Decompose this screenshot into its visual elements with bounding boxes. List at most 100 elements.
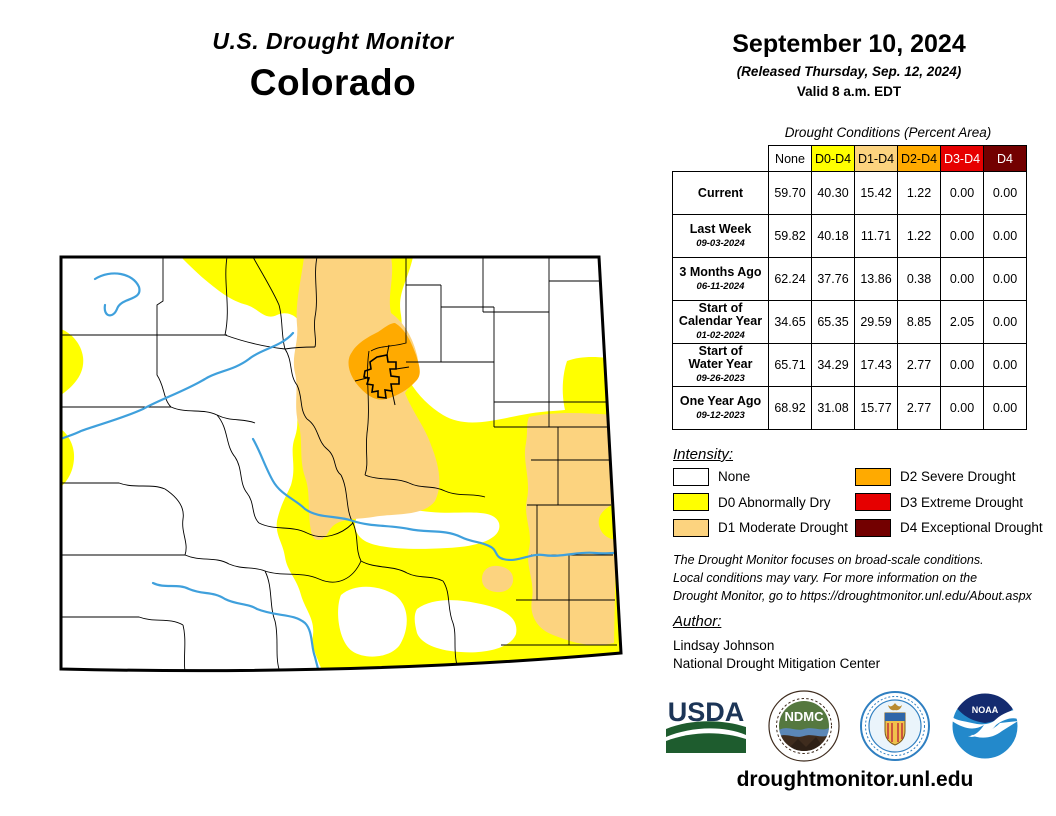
row-date: 06-11-2024 xyxy=(696,280,745,292)
percent-area-value: 40.30 xyxy=(811,171,855,215)
column-header-d4: D4 xyxy=(983,145,1027,172)
percent-area-value: 40.18 xyxy=(811,214,855,258)
noaa-inner xyxy=(952,693,1018,759)
legend-item: D2 Severe Drought xyxy=(855,467,1043,486)
percent-area-value: 0.00 xyxy=(940,257,984,301)
legend-label: D3 Extreme Drought xyxy=(900,494,1024,510)
legend-label: D1 Moderate Drought xyxy=(718,520,848,535)
row-date: 01-02-2024 xyxy=(696,330,745,341)
denver-metro-boundaries xyxy=(354,344,410,406)
percent-area-value: 0.00 xyxy=(983,300,1027,344)
noaa-logo-text: NOAA xyxy=(972,705,999,715)
legend-heading: Intensity: xyxy=(673,446,734,463)
table-row: Start of Calendar Year 01-02-2024 34.65 65.3… xyxy=(672,300,1027,344)
column-header-d0-d4: D0-D4 xyxy=(811,145,855,172)
footer-url: droughtmonitor.unl.edu xyxy=(736,768,974,791)
table-row: Current 59.70 40.30 15.42 1.22 0.00 0.00 xyxy=(672,171,1027,215)
percent-area-value: 2.77 xyxy=(897,386,941,430)
table-row: 3 Months Ago 06-11-2024 62.24 37.76 13.86 0.3… xyxy=(672,257,1027,301)
map-date: September 10, 2024 xyxy=(732,30,966,58)
legend-item: D0 Abnormally Dry xyxy=(673,493,848,512)
row-label: Last Week 09-03-2024 xyxy=(672,214,769,258)
percent-area-value: 37.76 xyxy=(811,257,855,301)
column-header-d3-d4: D3-D4 xyxy=(940,145,984,172)
column-header-d2-d4: D2-D4 xyxy=(897,145,941,172)
column-header-d1-d4: D1-D4 xyxy=(854,145,898,172)
ndmc-ring-text xyxy=(776,698,832,754)
disclaimer-line: Local conditions may vary. For more info… xyxy=(673,571,978,585)
percent-area-value: 0.00 xyxy=(983,386,1027,430)
state-name: Colorado xyxy=(249,62,417,103)
legend-label: D0 Abnormally Dry xyxy=(718,494,831,510)
column-header-none: None xyxy=(768,145,812,172)
percent-area-value: 0.00 xyxy=(940,214,984,258)
commerce-shield xyxy=(884,712,906,746)
arkansas-river xyxy=(251,437,616,561)
percent-area-value: 34.65 xyxy=(768,300,812,344)
row-date: 09-26-2023 xyxy=(696,373,745,384)
table-title: Drought Conditions (Percent Area) xyxy=(784,125,992,140)
table-row: One Year Ago 09-12-2023 68.92 31.08 15.77 2.7… xyxy=(672,386,1027,430)
d2-severe-drought-area xyxy=(348,323,420,400)
legend-swatch xyxy=(855,493,891,511)
drought-conditions-table: None D0-D4 D1-D4 D2-D4 D3-D4 D4 Current 59.70 4… xyxy=(672,145,1027,430)
noaa-logo: NOAA xyxy=(951,692,1019,760)
percent-area-value: 15.77 xyxy=(854,386,898,430)
row-label: Start of Calendar Year 01-02-2024 xyxy=(672,300,769,344)
release-date: (Released Thursday, Sep. 12, 2024) xyxy=(736,64,962,79)
commerce-eagle xyxy=(888,703,902,711)
legend-label: D4 Exceptional Drought xyxy=(900,520,1043,535)
legend-swatch xyxy=(673,518,709,537)
rivers xyxy=(61,272,616,671)
logo-row: USDA NDMC xyxy=(664,688,1020,764)
percent-area-value: 1.22 xyxy=(897,171,941,215)
valid-time: Valid 8 a.m. EDT xyxy=(796,84,902,99)
map-title-block: U.S. Drought Monitor Colorado xyxy=(83,28,583,104)
row-date: 09-03-2024 xyxy=(696,237,745,249)
percent-area-value: 2.77 xyxy=(897,343,941,387)
percent-area-value: 59.82 xyxy=(768,214,812,258)
colorado-river xyxy=(61,331,295,441)
row-date: 09-12-2023 xyxy=(696,409,745,421)
percent-area-value: 65.35 xyxy=(811,300,855,344)
percent-area-value: 0.00 xyxy=(940,343,984,387)
colorado-drought-map xyxy=(59,255,623,673)
legend-item: D4 Exceptional Drought xyxy=(855,518,1043,537)
legend-label: None xyxy=(718,469,751,484)
percent-area-value: 0.38 xyxy=(897,257,941,301)
percent-area-value: 31.08 xyxy=(811,386,855,430)
percent-area-value: 17.43 xyxy=(854,343,898,387)
state-border xyxy=(59,255,623,673)
ndmc-logo-text: NDMC xyxy=(785,709,825,724)
author-heading: Author: xyxy=(673,613,722,630)
rio-grande-river xyxy=(151,581,321,671)
percent-area-value: 11.71 xyxy=(854,214,898,258)
table-body: Current 59.70 40.30 15.42 1.22 0.00 0.00 Last W… xyxy=(672,171,1027,430)
usda-swoosh-bottom xyxy=(666,733,746,753)
row-label: Current xyxy=(672,171,769,215)
percent-area-value: 0.00 xyxy=(983,257,1027,301)
commerce-ring-text xyxy=(865,696,925,756)
legend-item: D1 Moderate Drought xyxy=(673,518,848,537)
percent-area-value: 0.00 xyxy=(983,171,1027,215)
percent-area-value: 0.00 xyxy=(940,386,984,430)
percent-area-value: 65.71 xyxy=(768,343,812,387)
commerce-seal-logo xyxy=(860,691,930,761)
legend-swatch xyxy=(855,518,891,537)
usda-swoosh-gap xyxy=(665,730,747,740)
legend-swatch xyxy=(855,467,891,486)
legend-item: D3 Extreme Drought xyxy=(855,493,1043,512)
ndmc-logo: NDMC xyxy=(768,690,840,762)
percent-area-value: 29.59 xyxy=(854,300,898,344)
date-block: September 10, 2024 (Released Thursday, S… xyxy=(672,30,1026,99)
author-name: Lindsay Johnson xyxy=(673,638,775,653)
usda-logo: USDA xyxy=(665,697,747,753)
author-org: National Drought Mitigation Center xyxy=(673,656,881,671)
legend-column-2: D2 Severe Drought D3 Extreme Drought D4 Ex… xyxy=(855,467,1043,544)
legend-column-1: None D0 Abnormally Dry D1 Moderate Drought xyxy=(673,467,848,544)
percent-area-value: 34.29 xyxy=(811,343,855,387)
map-container xyxy=(58,254,630,685)
percent-area-value: 0.00 xyxy=(940,171,984,215)
table-row: Last Week 09-03-2024 59.82 40.18 11.71 1.22 0.… xyxy=(672,214,1027,258)
